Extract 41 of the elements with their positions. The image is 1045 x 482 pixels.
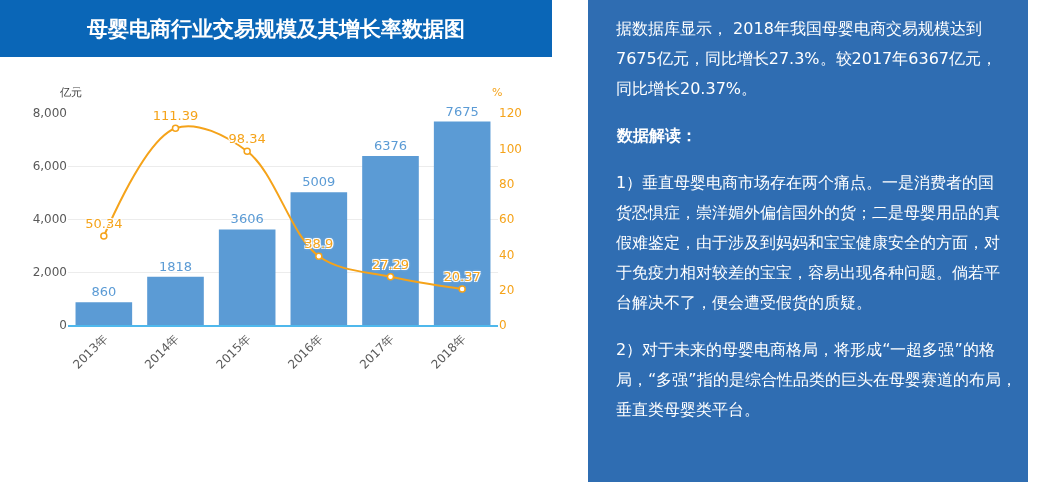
y2-tick-label: 40 bbox=[499, 247, 515, 262]
data-label: 860 bbox=[91, 284, 117, 300]
y-tick-label: 2,000 bbox=[32, 265, 67, 280]
data-label: 6376 bbox=[373, 138, 408, 154]
y-tick-label: 6,000 bbox=[32, 159, 67, 174]
point bbox=[386, 273, 395, 281]
bar bbox=[147, 276, 204, 325]
data-label: 3606 bbox=[230, 211, 264, 227]
data-label: 7675 bbox=[445, 103, 479, 119]
data-label: 98.34 bbox=[228, 131, 266, 147]
point bbox=[171, 124, 180, 132]
point bbox=[100, 232, 108, 240]
data-label: 20.37 bbox=[443, 269, 481, 285]
text: 1）垂直母婴电商市场存在两个痛点。一是消费者的国货恐惧症，崇洋媚外偏信国外的货；二是母婴用品的真假难鉴定，由于涉及到妈妈和宝宝健康安全的方面，对于免疫力相对较差的宝宝，容易出现各种问题。倘若平台解决不了，便会遭受假货的质疑。 bbox=[616, 173, 1000, 312]
text: 数据解读： bbox=[616, 126, 697, 145]
text: 据数据库显示， 2018年我国母婴电商交易规模达到7675亿元，同比增长27.3%。较2017年6367亿元，同比增长20.37%。 bbox=[616, 19, 997, 98]
point bbox=[315, 252, 323, 261]
bar bbox=[218, 229, 276, 325]
data-label: 27.29 bbox=[371, 256, 410, 272]
y-tick-label: 4,000 bbox=[32, 212, 67, 227]
data-label: 5009 bbox=[302, 174, 336, 190]
bar bbox=[433, 121, 491, 325]
chart-title: 母婴电商行业交易规模及其增长率数据图 bbox=[86, 17, 465, 42]
point bbox=[243, 147, 251, 156]
point bbox=[458, 285, 466, 293]
y-axis-title: 亿元 bbox=[59, 86, 82, 99]
data-label: 1818 bbox=[158, 258, 193, 274]
y2-tick-label: 80 bbox=[499, 176, 515, 191]
y2-tick-label: 0 bbox=[499, 318, 507, 333]
bar bbox=[75, 302, 133, 325]
y-tick-label: 0 bbox=[59, 318, 67, 333]
data-label: 111.39 bbox=[152, 108, 199, 124]
y2-tick-label: 20 bbox=[499, 282, 515, 297]
y2-tick-label: 60 bbox=[499, 212, 515, 227]
y2-tick-label: 120 bbox=[499, 106, 522, 121]
y2-axis-title: % bbox=[492, 86, 503, 99]
y2-tick-label: 100 bbox=[499, 141, 522, 156]
y-tick-label: 8,000 bbox=[32, 106, 67, 121]
bar bbox=[362, 156, 419, 325]
text: 2）对于未来的母婴电商格局，将形成“一超多强”的格局，“多强”指的是综合性品类的巨头在母婴赛道的布局，垂直类母婴类平台。 bbox=[616, 340, 1017, 419]
bar bbox=[290, 192, 348, 325]
